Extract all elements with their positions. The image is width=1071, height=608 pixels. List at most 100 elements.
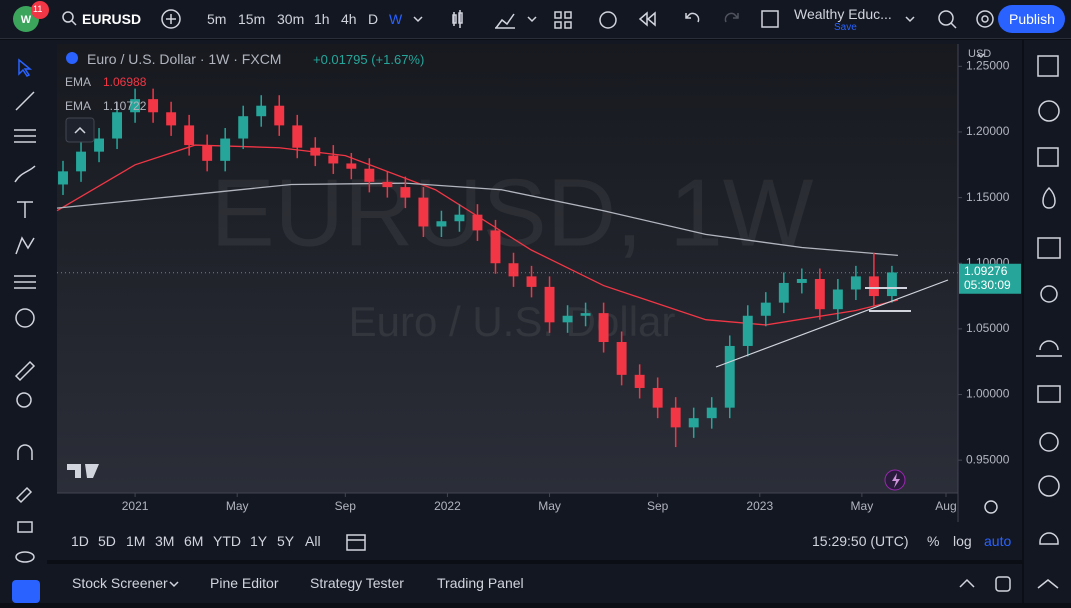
interval[interactable]: D <box>368 11 379 27</box>
chats[interactable] <box>1037 385 1061 403</box>
watermark: EURUSD, 1W <box>211 159 814 266</box>
magnet-tool[interactable] <box>17 444 33 460</box>
candle-body <box>166 112 177 126</box>
axis-settings[interactable] <box>984 500 998 514</box>
quick-search[interactable] <box>938 10 954 26</box>
range-button[interactable]: All <box>305 533 321 549</box>
range-bar: 15:29:50 (UTC) % log auto <box>47 522 1022 560</box>
alerts[interactable] <box>1038 100 1060 122</box>
range-button[interactable]: 1D <box>71 533 89 549</box>
auto-toggle[interactable]: auto <box>984 533 1012 549</box>
symbol[interactable]: EURUSD <box>82 11 142 27</box>
range-button[interactable]: 1Y <box>250 533 268 549</box>
chevron[interactable] <box>413 16 423 23</box>
hotlists[interactable] <box>1042 186 1056 209</box>
candle-body <box>112 112 123 139</box>
candle-body <box>202 145 213 161</box>
prediction-tool[interactable] <box>14 275 36 289</box>
candle-body <box>670 407 681 428</box>
bottom-tab[interactable]: Strategy Tester <box>310 575 404 591</box>
collapse-button[interactable] <box>65 117 95 143</box>
chevron[interactable] <box>167 578 181 590</box>
interval[interactable]: 4h <box>341 11 357 27</box>
clock[interactable]: 15:29:50 (UTC) <box>812 533 909 549</box>
range-button[interactable]: YTD <box>213 533 241 549</box>
add-symbol[interactable] <box>161 9 181 29</box>
candle-body <box>58 171 68 185</box>
interval[interactable]: 1h <box>314 11 330 27</box>
fib-tool[interactable] <box>14 129 36 143</box>
measure-tool[interactable] <box>14 360 36 382</box>
tips[interactable] <box>1039 432 1059 452</box>
candle-body <box>310 147 321 156</box>
notifications[interactable] <box>1039 532 1059 545</box>
bottom-tabs <box>47 564 1022 603</box>
ema-line <box>56 182 898 257</box>
top-bar: W 11 EURUSD Wealthy Educ... Save Publish <box>0 0 1071 39</box>
cursor-tool[interactable] <box>18 58 33 77</box>
widgets <box>1036 55 1062 589</box>
link-tool[interactable] <box>12 580 40 603</box>
bottom-tab[interactable]: Stock Screener <box>72 575 168 591</box>
interval[interactable]: 30m <box>277 11 305 27</box>
candle-body <box>544 286 555 323</box>
zoom-tool[interactable] <box>16 392 32 408</box>
candle-body <box>76 151 86 172</box>
layouts[interactable] <box>554 11 572 29</box>
icon-tool[interactable] <box>15 308 35 328</box>
replay[interactable] <box>638 11 656 27</box>
x-tick-label: Sep <box>647 499 669 513</box>
search-icon[interactable] <box>62 11 74 23</box>
settings[interactable] <box>976 10 994 28</box>
range-button[interactable]: 5Y <box>277 533 295 549</box>
text-tool[interactable] <box>17 201 33 218</box>
x-tick-label: May <box>538 499 561 513</box>
undo[interactable] <box>685 12 700 23</box>
range-button[interactable]: 1M <box>126 533 146 549</box>
panel-controls[interactable] <box>955 572 1015 596</box>
range-button[interactable]: 6M <box>184 533 204 549</box>
save-label[interactable]: Save <box>834 22 857 33</box>
watchlist[interactable] <box>1037 55 1059 77</box>
data-window[interactable] <box>1037 147 1059 167</box>
candle-body <box>436 221 447 227</box>
hide-tool[interactable] <box>15 551 35 563</box>
select[interactable] <box>761 10 779 28</box>
candle-body <box>886 272 897 297</box>
indicators[interactable] <box>495 13 515 29</box>
calendar[interactable] <box>1037 237 1061 259</box>
bottom-tab[interactable]: Trading Panel <box>437 575 524 591</box>
layout-name[interactable]: Wealthy Educ... <box>794 6 892 22</box>
trendline <box>715 279 949 368</box>
lock-tool[interactable] <box>17 521 33 533</box>
streams[interactable] <box>1036 340 1062 357</box>
y-tick-label: 1.05000 <box>966 321 1010 335</box>
chart-type[interactable] <box>452 10 463 28</box>
candle-body <box>292 125 303 148</box>
publish-label[interactable]: Publish <box>1009 11 1055 27</box>
log-toggle[interactable]: log <box>953 533 972 549</box>
watermark-subtitle: Euro / U.S. Dollar <box>349 298 676 345</box>
alert[interactable] <box>599 11 617 29</box>
date-range-icon[interactable] <box>345 531 367 553</box>
pattern-tool[interactable] <box>15 236 35 255</box>
percent-toggle[interactable]: % <box>927 533 940 549</box>
brush-tool[interactable] <box>14 165 36 183</box>
interval[interactable]: 5m <box>207 11 227 27</box>
broadcast[interactable] <box>1038 475 1060 497</box>
range-button[interactable]: 5D <box>98 533 116 549</box>
line-tool[interactable] <box>15 91 35 111</box>
candle-body <box>796 279 807 283</box>
notification-count: 11 <box>33 4 43 14</box>
redo[interactable] <box>724 12 739 23</box>
ideas[interactable] <box>1040 285 1058 303</box>
interval[interactable]: 15m <box>238 11 266 27</box>
expand[interactable] <box>1037 579 1059 589</box>
candle-body <box>490 230 501 264</box>
candle-body <box>598 313 609 343</box>
draw-mode[interactable] <box>15 486 33 504</box>
bottom-tab[interactable]: Pine Editor <box>210 575 279 591</box>
interval[interactable]: W <box>389 11 403 27</box>
publish-button[interactable] <box>998 5 1065 33</box>
range-button[interactable]: 3M <box>155 533 175 549</box>
